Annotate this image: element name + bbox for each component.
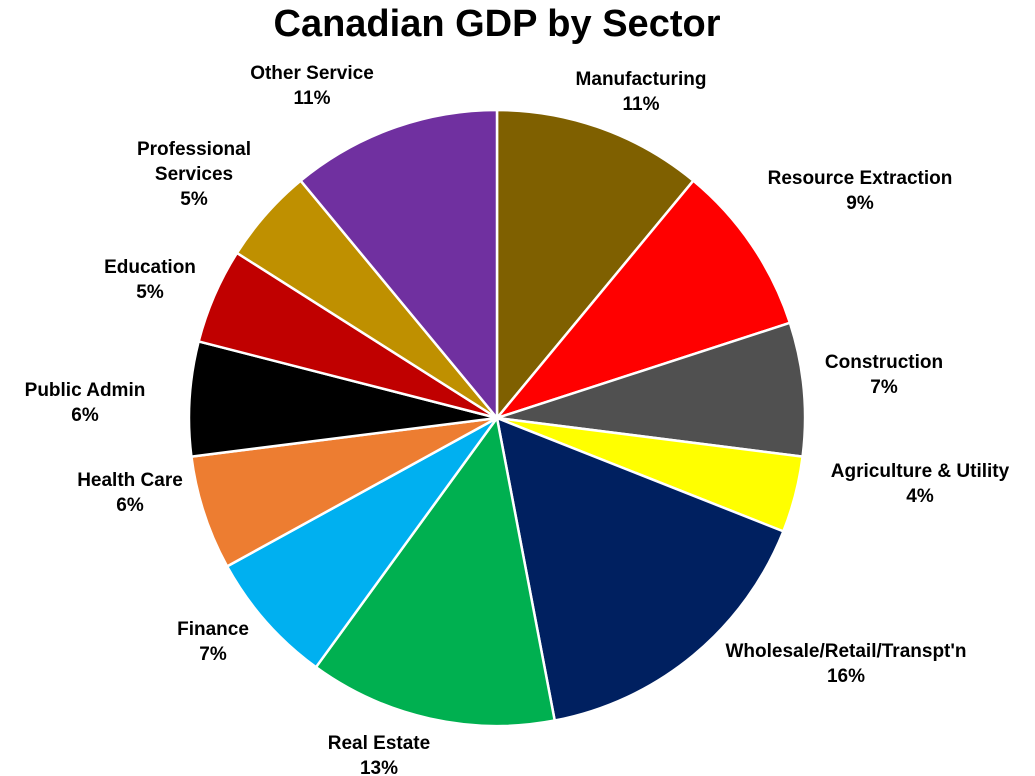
slice-name-label: Wholesale/Retail/Transpt'n (725, 641, 966, 662)
slice-name-label: Construction (825, 352, 943, 373)
slice-name-label: Professional (137, 139, 251, 160)
slice-name-label: Services (155, 164, 233, 185)
slice-name-label: Manufacturing (576, 69, 707, 90)
slice-value-label: 6% (116, 495, 144, 516)
pie-slices (187, 108, 807, 728)
slice-name-label: Finance (177, 619, 249, 640)
chart-title: Canadian GDP by Sector (274, 3, 721, 45)
slice-name-label: Real Estate (328, 733, 430, 754)
slice-value-label: 5% (136, 282, 164, 303)
slice-label: Wholesale/Retail/Transpt'n 16% (725, 641, 966, 687)
slice-value-label: 7% (870, 377, 898, 398)
pie-labels: Manufacturing 11% Resource Extraction 9% Con… (25, 63, 1010, 776)
slice-label: Other Service 11% (250, 63, 374, 109)
slice-value-label: 11% (294, 88, 331, 109)
slice-label: Real Estate 13% (328, 733, 430, 776)
pie-slice-wholesale-retail-transpt-n (495, 416, 785, 722)
pie-slice-resource-extraction (495, 179, 792, 420)
slice-name-label: Health Care (77, 470, 183, 491)
pie-slice-real-estate (314, 416, 556, 728)
slice-name-label: Education (104, 257, 196, 278)
slice-label: Agriculture & Utility 4% (831, 461, 1010, 507)
slice-value-label: 11% (623, 94, 660, 115)
slice-value-label: 6% (71, 405, 99, 426)
slice-value-label: 9% (846, 193, 874, 214)
pie-slice-other-service (299, 108, 499, 420)
slice-label: Construction 7% (825, 352, 943, 398)
slice-label: Education 5% (104, 257, 196, 303)
pie-slice-construction (495, 321, 807, 458)
slice-label: Manufacturing 11% (576, 69, 707, 115)
slice-label: Finance 7% (177, 619, 249, 665)
slice-label: Public Admin 6% (25, 380, 146, 426)
pie-slice-finance (225, 416, 499, 669)
slice-value-label: 13% (360, 758, 398, 776)
pie-slice-manufacturing (495, 108, 695, 420)
slice-name-label: Public Admin (25, 380, 146, 401)
slice-value-label: 7% (199, 644, 227, 665)
slice-value-label: 16% (827, 666, 865, 687)
slice-name-label: Agriculture & Utility (831, 461, 1010, 482)
slice-name-label: Other Service (250, 63, 374, 84)
slice-label: Professional Services 5% (137, 139, 251, 210)
slice-label: Health Care 6% (77, 470, 183, 516)
slice-value-label: 4% (906, 486, 934, 507)
slice-label: Resource Extraction 9% (768, 168, 953, 214)
slice-value-label: 5% (180, 189, 208, 210)
slice-name-label: Resource Extraction (768, 168, 953, 189)
